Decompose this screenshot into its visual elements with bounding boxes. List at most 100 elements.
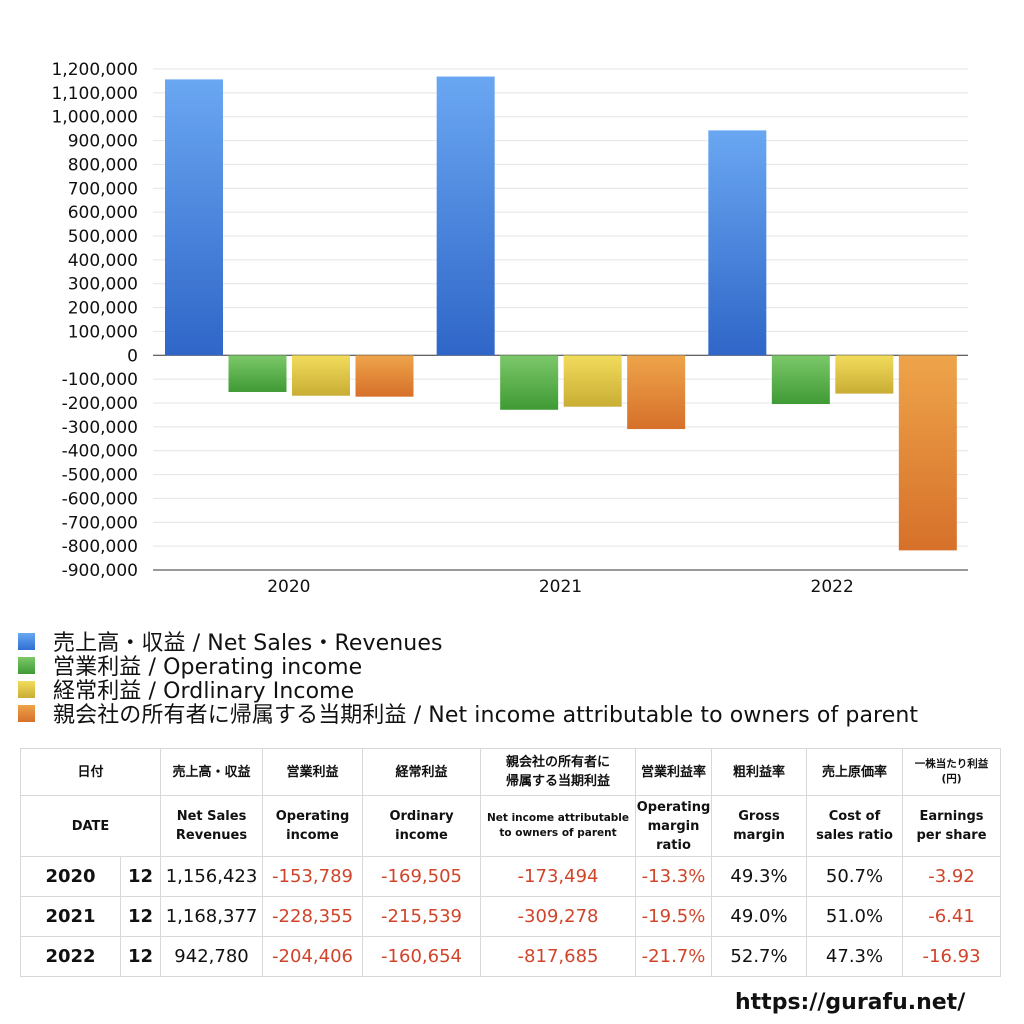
legend-label-sales: 売上高・収益 / Net Sales・Revenues: [53, 631, 443, 656]
cell-opmargin: -21.7%: [635, 936, 713, 977]
legend-item-netincome: 親会社の所有者に帰属する当期利益 / Net income attributab…: [18, 701, 918, 728]
x-tick-label: 2021: [539, 577, 582, 597]
table-row: 2022 12 942,780 -204,406 -160,654 -817,6…: [20, 936, 1002, 977]
legend-label-operating: 営業利益 / Operating income: [53, 655, 363, 680]
y-tick-label: -500,000: [62, 466, 138, 486]
legend-label-ordinary: 経常利益 / Ordlinary Income: [53, 679, 355, 704]
y-tick-label: 500,000: [68, 227, 138, 247]
bar-2022-series-3: [898, 355, 957, 551]
header-sales-jp: 売上高・収益: [160, 748, 264, 796]
bar-2020-series-3: [355, 355, 414, 397]
cell-eps: -3.92: [902, 856, 1002, 897]
cell-year: 2020: [20, 856, 121, 897]
y-tick-label: -900,000: [62, 561, 138, 581]
header-opmargin-en: Operating margin ratio: [635, 795, 713, 857]
header-netincome-jp: 親会社の所有者に 帰属する当期利益: [480, 748, 637, 796]
y-tick-label: 1,200,000: [51, 60, 138, 80]
site-url[interactable]: https://gurafu.net/: [735, 990, 966, 1015]
y-tick-label: -700,000: [62, 513, 138, 533]
bar-2020-series-0: [165, 79, 223, 356]
cell-sales: 942,780: [160, 936, 264, 977]
bar-2020-series-1: [228, 355, 287, 392]
bar-2022-series-1: [771, 355, 830, 405]
cell-eps: -6.41: [902, 896, 1002, 937]
cell-operating: -153,789: [262, 856, 364, 897]
header-date-jp: 日付: [19, 748, 162, 796]
financial-table: 日付 売上高・収益 営業利益 経常利益 親会社の所有者に 帰属する当期利益 営業利…: [19, 748, 1002, 977]
cell-sales: 1,168,377: [160, 896, 264, 937]
cell-eps: -16.93: [902, 936, 1002, 977]
cell-netincome: -817,685: [480, 936, 637, 977]
legend-swatch-ordinary: [18, 680, 35, 698]
legend-item-sales: 売上高・収益 / Net Sales・Revenues: [18, 629, 918, 656]
bar-2021-series-0: [436, 76, 495, 356]
cell-costratio: 51.0%: [806, 896, 904, 937]
cell-grossmargin: 52.7%: [711, 936, 808, 977]
y-tick-label: 800,000: [68, 155, 138, 175]
table-row: 2021 12 1,168,377 -228,355 -215,539 -309…: [20, 896, 1002, 937]
cell-sales: 1,156,423: [160, 856, 264, 897]
header-ordinary-en: Ordinary income: [362, 795, 482, 857]
cell-ordinary: -169,505: [362, 856, 482, 897]
x-tick-label: 2020: [267, 577, 310, 597]
bar-2022-series-0: [708, 130, 767, 356]
cell-netincome: -309,278: [480, 896, 637, 937]
header-costratio-jp: 売上原価率: [806, 748, 904, 796]
y-tick-label: 400,000: [68, 251, 138, 271]
y-tick-label: -400,000: [62, 442, 138, 462]
cell-month: 12: [119, 936, 162, 977]
y-tick-label: 100,000: [68, 322, 138, 342]
y-tick-label: 700,000: [68, 179, 138, 199]
cell-year: 2022: [20, 936, 121, 977]
y-tick-label: 600,000: [68, 203, 138, 223]
cell-month: 12: [119, 896, 162, 937]
legend-swatch-operating: [18, 656, 35, 674]
cell-costratio: 47.3%: [806, 936, 904, 977]
cell-year: 2021: [20, 896, 121, 937]
cell-ordinary: -160,654: [362, 936, 482, 977]
y-tick-label: -200,000: [62, 394, 138, 414]
header-eps-en: Earnings per share: [902, 795, 1002, 857]
chart-legend: 売上高・収益 / Net Sales・Revenues 営業利益 / Opera…: [18, 629, 918, 728]
y-tick-label: 0: [127, 346, 138, 366]
cell-grossmargin: 49.0%: [711, 896, 808, 937]
cell-ordinary: -215,539: [362, 896, 482, 937]
bar-2021-series-3: [627, 355, 686, 430]
header-sales-en: Net Sales Revenues: [160, 795, 264, 857]
cell-costratio: 50.7%: [806, 856, 904, 897]
legend-item-operating: 営業利益 / Operating income: [18, 653, 918, 680]
y-tick-label: 1,100,000: [51, 84, 138, 104]
header-opmargin-jp: 営業利益率: [635, 748, 713, 796]
bar-2020-series-2: [292, 355, 350, 396]
cell-opmargin: -19.5%: [635, 896, 713, 937]
legend-label-netincome: 親会社の所有者に帰属する当期利益 / Net income attributab…: [53, 703, 919, 728]
y-tick-label: -100,000: [62, 370, 138, 390]
header-costratio-en: Cost of sales ratio: [806, 795, 904, 857]
legend-swatch-netincome: [18, 704, 35, 722]
bar-2022-series-2: [835, 355, 894, 394]
bar-2021-series-2: [563, 355, 622, 407]
y-tick-label: -600,000: [62, 489, 138, 509]
cell-operating: -228,355: [262, 896, 364, 937]
y-tick-label: -300,000: [62, 418, 138, 438]
header-operating-jp: 営業利益: [262, 748, 364, 796]
cell-netincome: -173,494: [480, 856, 637, 897]
header-eps-jp: 一株当たり利益 (円): [902, 748, 1002, 796]
cell-opmargin: -13.3%: [635, 856, 713, 897]
y-tick-label: 200,000: [68, 299, 138, 319]
x-tick-label: 2022: [811, 577, 854, 597]
header-ordinary-jp: 経常利益: [362, 748, 482, 796]
y-tick-label: 1,000,000: [51, 108, 138, 128]
header-netincome-en: Net income attributable to owners of pare…: [480, 795, 637, 857]
legend-item-ordinary: 経常利益 / Ordlinary Income: [18, 677, 918, 704]
y-tick-label: 300,000: [68, 275, 138, 295]
table-row: 2020 12 1,156,423 -153,789 -169,505 -173…: [20, 856, 1002, 897]
header-operating-en: Operating income: [262, 795, 364, 857]
bar-2021-series-1: [500, 355, 559, 410]
y-tick-label: -800,000: [62, 537, 138, 557]
header-grossmargin-en: Gross margin: [711, 795, 808, 857]
cell-grossmargin: 49.3%: [711, 856, 808, 897]
header-grossmargin-jp: 粗利益率: [711, 748, 808, 796]
cell-month: 12: [119, 856, 162, 897]
y-tick-label: 900,000: [68, 132, 138, 152]
